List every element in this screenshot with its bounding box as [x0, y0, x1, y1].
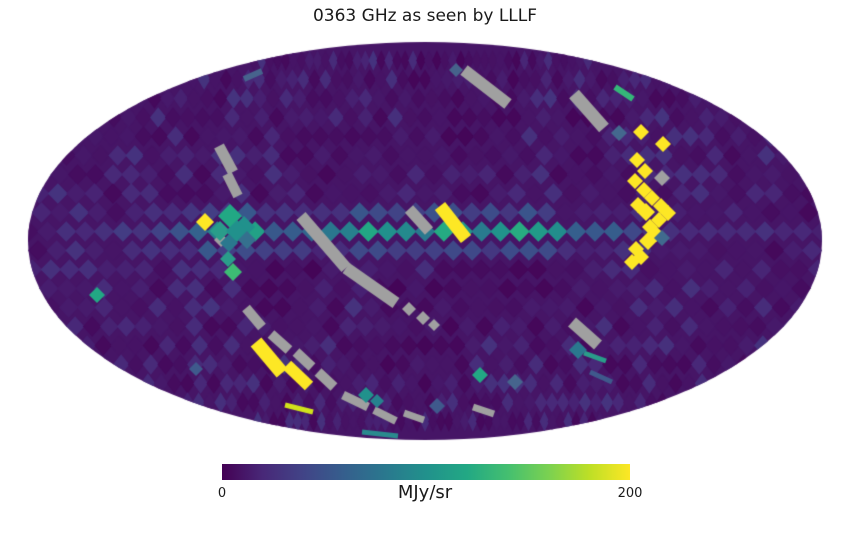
colorbar-gradient: [222, 464, 630, 480]
colorbar-unit-label: MJy/sr: [397, 482, 453, 503]
chart-title: 0363 GHz as seen by LLLF: [312, 6, 538, 26]
colorbar-max-tick: 200: [617, 486, 643, 501]
colorbar-min-tick: 0: [217, 486, 227, 501]
